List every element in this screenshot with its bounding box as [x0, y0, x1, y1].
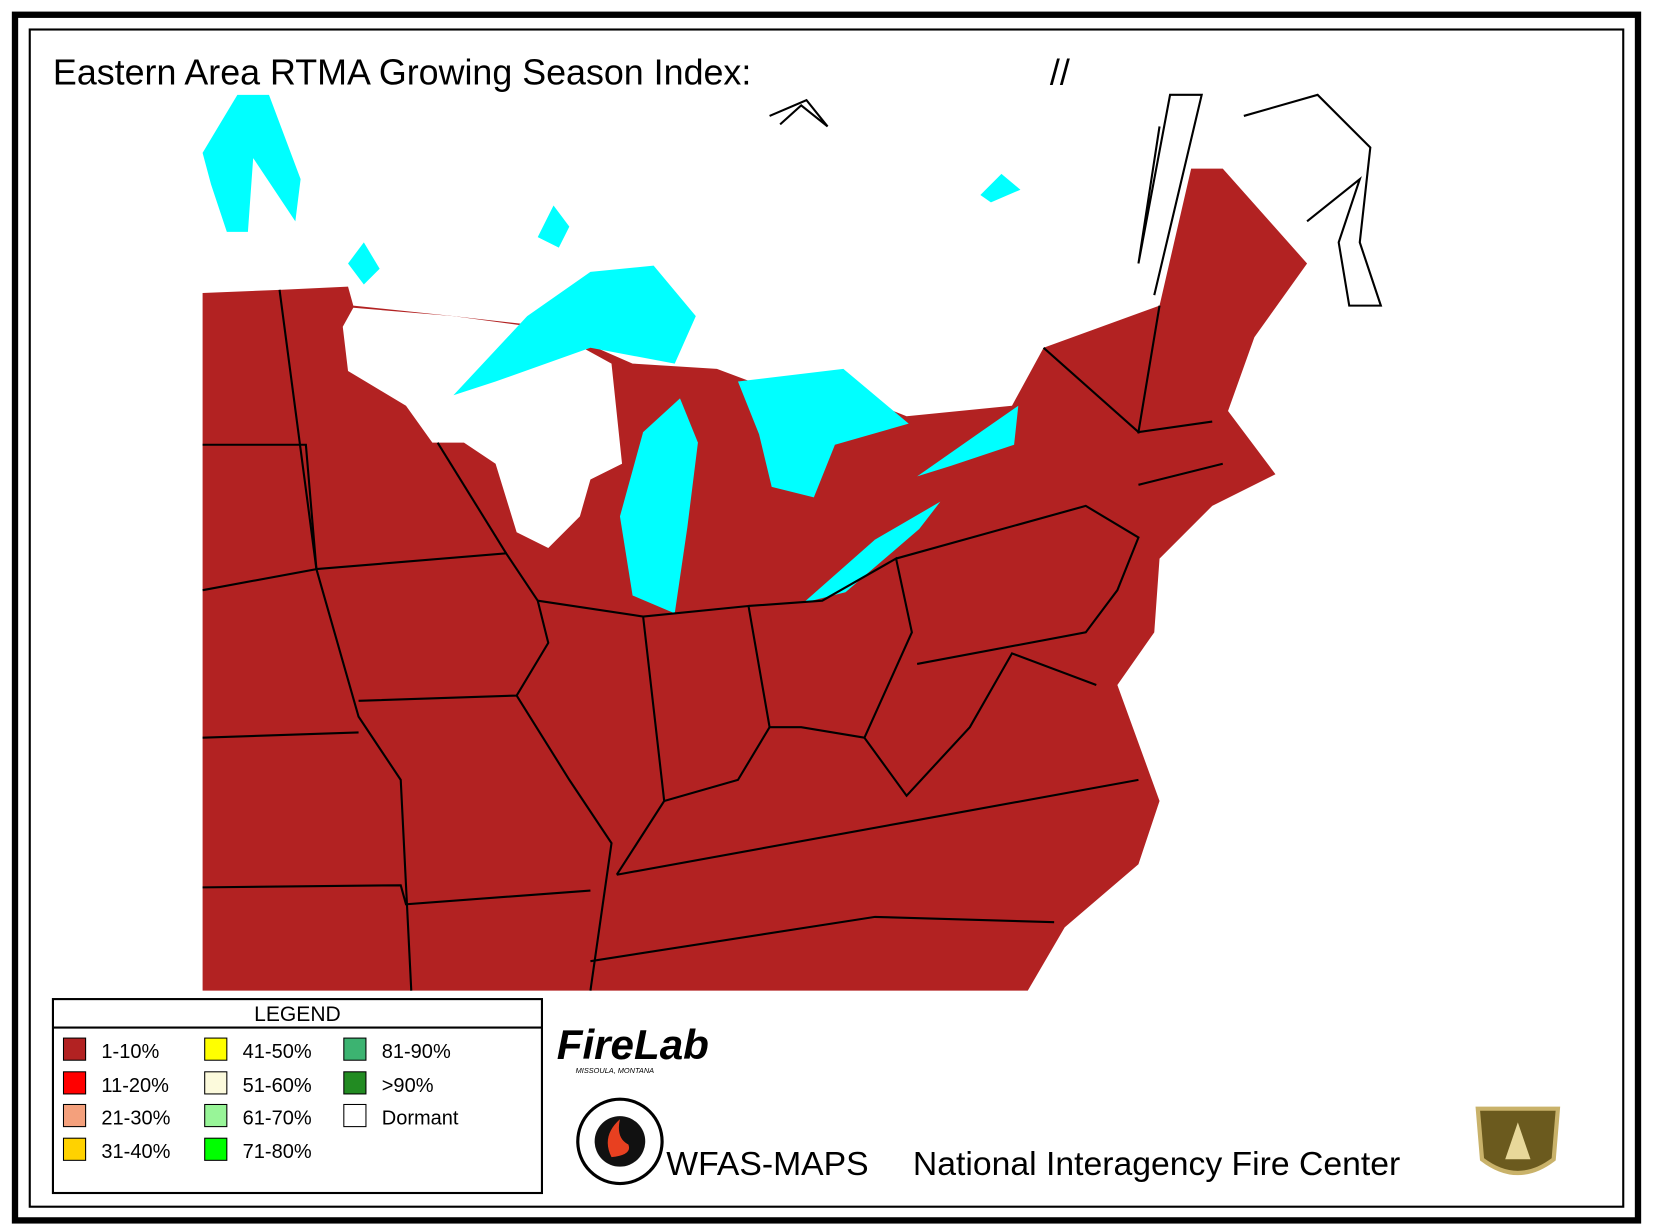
inner-border	[28, 28, 1625, 1208]
state-line	[748, 556, 913, 739]
state-line	[202, 731, 359, 739]
firelab-logo: FireLab	[557, 1021, 709, 1068]
lake	[980, 173, 1021, 203]
legend-swatch	[343, 1037, 367, 1061]
state-line	[515, 695, 613, 991]
legend-title: LEGEND	[254, 1003, 341, 1026]
legend: LEGEND 1-10% 11-20% 21-30% 31-40% 41-50% 51-6…	[51, 998, 544, 1195]
footer-product: WFAS-MAPS	[666, 1145, 868, 1183]
legend-swatch	[204, 1103, 228, 1128]
lake	[737, 368, 909, 498]
state-line	[1138, 462, 1224, 486]
legend-swatch	[204, 1071, 228, 1095]
footer-agency: National Interagency Fire Center	[913, 1145, 1400, 1183]
nifc-seal	[576, 1097, 664, 1186]
outer-border	[11, 11, 1642, 1224]
coastline	[769, 98, 829, 128]
title: Eastern Area RTMA Growing Season Index:	[53, 52, 751, 92]
state-lines	[202, 93, 1383, 991]
region-dormant	[342, 307, 623, 549]
water	[202, 94, 1021, 614]
legend-label: 31-40%	[101, 1141, 170, 1163]
state-line	[202, 443, 318, 592]
state-line	[537, 599, 666, 876]
region-1-10	[202, 168, 1308, 991]
legend-swatch	[62, 1037, 87, 1061]
firelab-location: MISSOULA, MONTANA	[576, 1066, 654, 1075]
legend-swatch	[62, 1103, 87, 1128]
state-line	[316, 552, 550, 702]
lake	[917, 405, 1019, 477]
state-line	[436, 442, 508, 554]
state-line	[590, 915, 1055, 963]
legend-label: 51-60%	[243, 1075, 312, 1097]
state-line	[895, 504, 1140, 665]
shield-tree	[1505, 1122, 1531, 1160]
lake	[202, 94, 301, 232]
legend-items: 1-10% 11-20% 21-30% 31-40% 41-50% 51-60% 61-70…	[62, 1037, 459, 1163]
lake	[537, 205, 570, 248]
usfs-shield	[1475, 1106, 1561, 1176]
legend-swatch	[204, 1037, 228, 1061]
legend-swatch	[62, 1071, 87, 1095]
state-line	[863, 652, 1097, 798]
lake	[453, 265, 696, 396]
legend-label: 1-10%	[101, 1041, 159, 1063]
legend-swatch	[343, 1103, 367, 1128]
legend-box	[51, 998, 544, 1195]
legend-label: 21-30%	[101, 1108, 170, 1130]
legend-label: 81-90%	[382, 1041, 451, 1063]
state-line	[278, 289, 413, 991]
legend-swatch	[343, 1071, 367, 1095]
date: //	[1050, 52, 1070, 92]
state-line	[616, 778, 1139, 876]
seal-flame	[607, 1119, 630, 1158]
coastline	[1137, 93, 1204, 296]
lake	[619, 398, 698, 614]
legend-swatch	[204, 1137, 228, 1161]
state-line	[202, 884, 591, 906]
legend-label: 61-70%	[243, 1108, 312, 1130]
map	[202, 93, 1383, 991]
coastline	[1243, 93, 1383, 307]
state-line	[1042, 305, 1213, 435]
legend-label: Dormant	[382, 1108, 459, 1130]
lake	[803, 501, 941, 603]
legend-label: 11-20%	[101, 1075, 169, 1097]
legend-label: >90%	[382, 1075, 434, 1097]
legend-label: 41-50%	[243, 1041, 312, 1063]
legend-label: 71-80%	[243, 1141, 312, 1163]
lake	[348, 242, 380, 285]
legend-swatch	[62, 1137, 87, 1161]
